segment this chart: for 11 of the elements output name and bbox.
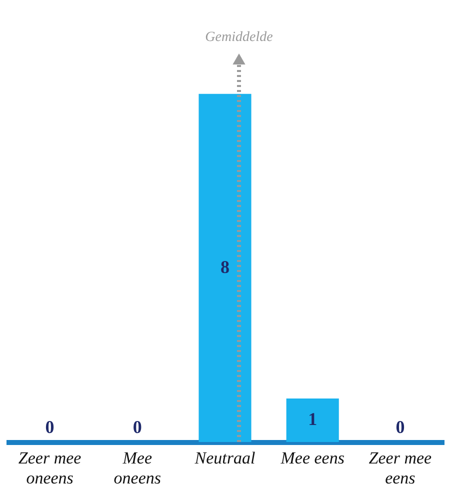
data-label: 0	[132, 417, 142, 437]
x-tick-label: Mee eens	[280, 448, 345, 468]
data-label: 8	[220, 256, 230, 277]
data-label: 0	[396, 417, 405, 437]
data-label: 0	[45, 417, 54, 437]
x-tick-label: Zeer mee eens	[368, 448, 432, 488]
data-label: 1	[308, 409, 318, 430]
x-tick-label: Neutraal	[194, 448, 256, 468]
x-tick-label: Zeer mee oneens	[18, 448, 82, 488]
x-tick-label: Mee oneens	[114, 448, 162, 488]
ref-line-label: Gemiddelde	[205, 30, 273, 45]
